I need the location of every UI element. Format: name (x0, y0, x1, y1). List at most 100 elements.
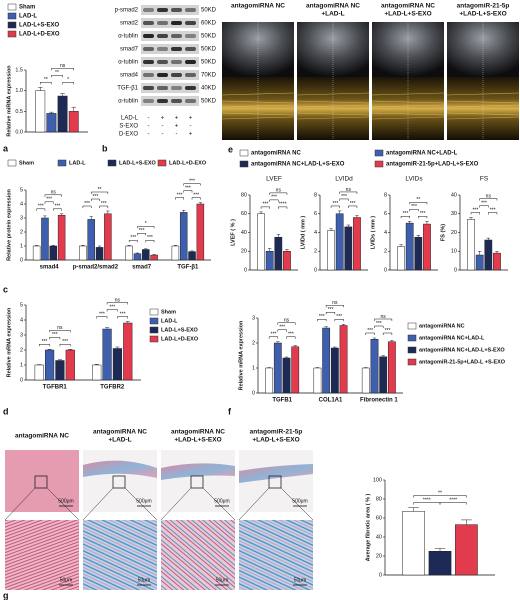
y-axis-label: LVIDs ( mm ) (370, 216, 376, 249)
zoom-link (238, 487, 270, 521)
zoom-link (280, 487, 314, 521)
panel-label: d (3, 406, 9, 416)
histology-title: +LAD-L+S-EXO (252, 437, 299, 444)
bar (475, 254, 484, 271)
condition-sign: + (175, 116, 179, 122)
significance-label: *** (130, 235, 136, 241)
scale-label: 500μm (292, 498, 307, 504)
significance-label: ns (115, 297, 121, 303)
scale-label: 500μm (136, 498, 151, 504)
bar (95, 247, 104, 261)
significance-bracket (268, 336, 279, 339)
significance-bracket (51, 68, 74, 71)
y-tick-label: 0 (244, 267, 247, 273)
legend-label: Sham (19, 5, 35, 11)
blot-band (171, 8, 182, 12)
y-tick-label: 0 (384, 267, 387, 273)
significance-label: *** (185, 185, 191, 191)
legend-label: LAD-L (161, 318, 178, 324)
blot-label: smad7 (120, 47, 139, 53)
blot-band (185, 21, 196, 25)
significance-bracket (413, 495, 467, 498)
y-tick-label: 40 (376, 534, 382, 540)
scale-label: 500μm (214, 498, 229, 504)
significance-bracket (137, 226, 155, 229)
legend-label: antagomiR-21-5p+LAD-L+S-EXO (386, 162, 479, 168)
chart-title: LVEF (266, 176, 282, 183)
y-axis-label: Relative mRNA expression (6, 307, 12, 377)
legend-swatch (7, 30, 17, 38)
scale-label: 50μm (60, 577, 73, 583)
bar (335, 213, 344, 271)
bar (265, 251, 274, 271)
significance-bracket (418, 216, 428, 219)
chart-title: FS (480, 176, 489, 183)
y-tick-label: 0 (454, 267, 457, 273)
x-tick-label: TGF-β1 (177, 265, 199, 271)
zoom-box (112, 475, 126, 489)
x-tick-label: COL1A1 (319, 398, 343, 404)
y-axis-label: Average fibrotic area ( % ) (365, 494, 371, 562)
zoom-link (82, 487, 114, 521)
y-tick-label: 20 (241, 249, 247, 255)
legend-swatch (149, 308, 159, 316)
legend-swatch (7, 159, 17, 167)
legend-swatch (7, 3, 17, 11)
y-tick-label: 8 (314, 192, 317, 198)
significance-bracket (339, 191, 358, 194)
significance-bracket (145, 240, 155, 243)
bar (188, 251, 196, 261)
blot-size: 40KD (201, 86, 217, 92)
y-axis-label: Relative mRNA expression (238, 320, 244, 390)
blot-strip (141, 96, 199, 106)
zoom-box (190, 475, 204, 489)
bar (57, 95, 68, 133)
significance-label: ns (284, 318, 290, 324)
significance-bracket (269, 199, 279, 202)
significance-label: *** (481, 200, 487, 206)
y-tick-label: 80 (241, 192, 247, 198)
legend-swatch (374, 160, 384, 168)
legend-swatch (7, 21, 17, 29)
significance-label: **** (449, 497, 457, 503)
y-tick-label: 1.5 (15, 67, 23, 73)
echo-image-top (222, 22, 294, 77)
histology-tissue (161, 463, 235, 480)
bar (361, 367, 370, 394)
blot-band (143, 60, 154, 64)
significance-label: ns (60, 63, 66, 69)
blot-band (143, 8, 154, 12)
significance-label: *** (52, 332, 58, 338)
significance-bracket (277, 322, 296, 325)
blot-band (157, 21, 168, 25)
zoom-link (46, 487, 80, 521)
significance-bracket (62, 82, 74, 85)
blot-size: 50KD (201, 47, 217, 53)
y-tick-label: 1 (20, 243, 23, 249)
significance-bracket (374, 318, 393, 321)
bar (282, 357, 291, 394)
significance-label: *** (262, 202, 268, 208)
y-tick-label: 2 (314, 249, 317, 255)
y-tick-label: 100 (373, 477, 382, 483)
legend-swatch (57, 159, 67, 167)
y-tick-label: 6 (384, 211, 387, 217)
significance-bracket (334, 319, 344, 322)
condition-sign: + (161, 116, 165, 122)
significance-label: *** (84, 201, 90, 207)
legend-swatch (239, 149, 249, 157)
significance-label: ** (438, 490, 442, 496)
blot-band (157, 8, 168, 12)
bar (196, 203, 205, 261)
bar (379, 356, 388, 394)
significance-bracket (409, 209, 419, 212)
significance-bracket (183, 183, 201, 186)
bar (41, 217, 49, 261)
blot-strip (141, 18, 199, 28)
bar (353, 217, 361, 271)
zoom-link (202, 487, 236, 521)
significance-label: ns (381, 314, 387, 320)
legend-swatch (7, 12, 17, 20)
condition-sign: - (190, 124, 192, 130)
